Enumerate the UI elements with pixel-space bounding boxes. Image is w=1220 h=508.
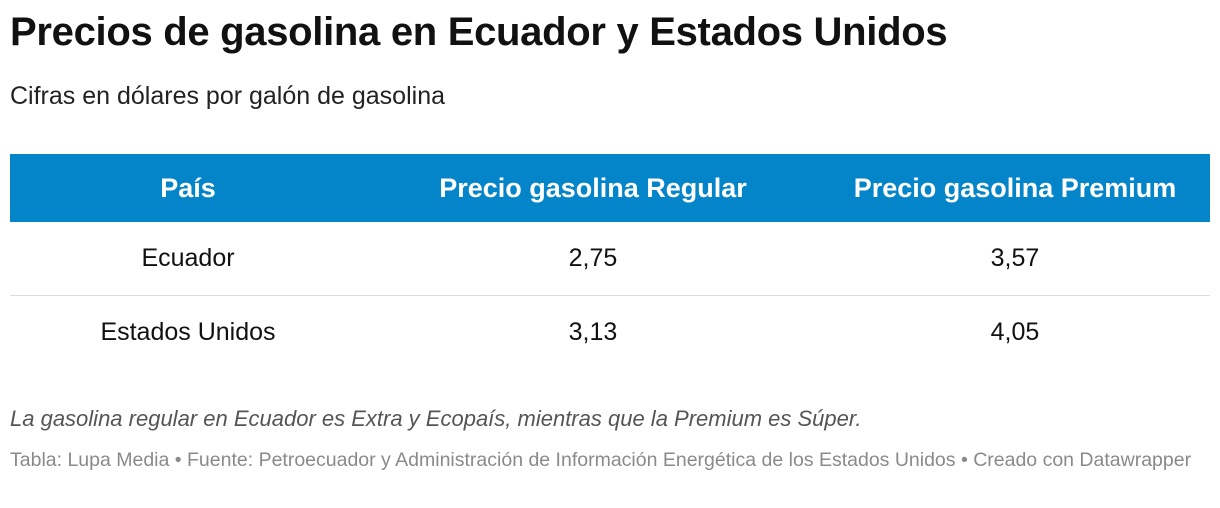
chart-title: Precios de gasolina en Ecuador y Estados… <box>10 10 948 54</box>
price-table: País Precio gasolina Regular Precio gaso… <box>10 154 1210 369</box>
column-header-premium-price[interactable]: Precio gasolina Premium <box>853 172 1177 203</box>
table-row: Ecuador 2,75 3,57 <box>10 222 1210 296</box>
column-header-country[interactable]: País <box>160 172 216 203</box>
source-credits: Tabla: Lupa Media • Fuente: Petroecuador… <box>10 449 1192 471</box>
cell-regular-price: 2,75 <box>568 244 618 272</box>
cell-country: Estados Unidos <box>100 318 276 346</box>
footnote: La gasolina regular en Ecuador es Extra … <box>10 406 862 431</box>
table-header-row: País Precio gasolina Regular Precio gaso… <box>10 154 1210 222</box>
cell-premium-price: 3,57 <box>990 244 1040 272</box>
chart-subtitle: Cifras en dólares por galón de gasolina <box>10 82 445 110</box>
column-header-regular-price[interactable]: Precio gasolina Regular <box>439 172 747 203</box>
cell-country: Ecuador <box>141 244 235 272</box>
cell-regular-price: 3,13 <box>568 318 618 346</box>
cell-premium-price: 4,05 <box>990 318 1040 346</box>
table-row: Estados Unidos 3,13 4,05 <box>10 296 1210 369</box>
